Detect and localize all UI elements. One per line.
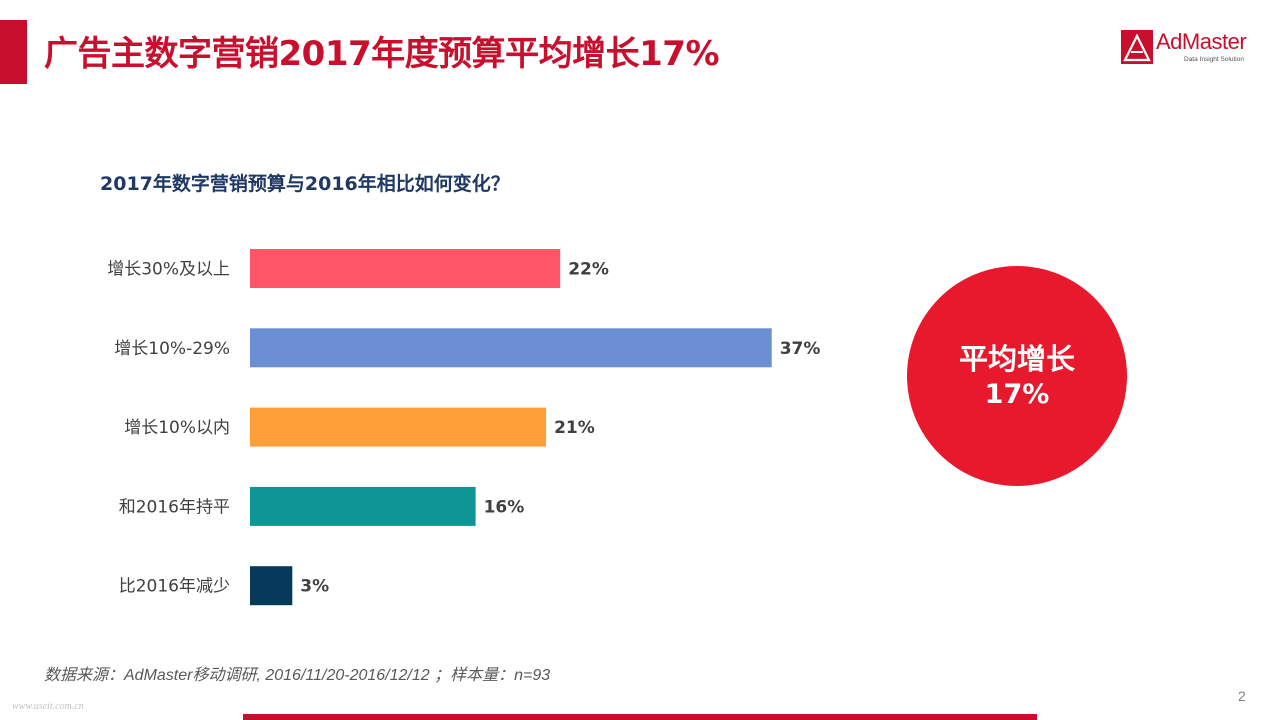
category-label-2: 增长10%-29% — [114, 339, 230, 359]
page-number: 2 — [1238, 688, 1246, 704]
bar-2 — [250, 328, 772, 368]
slide-title: 广告主数字营销2017年度预算平均增长17% — [44, 34, 720, 74]
bar-3 — [250, 407, 547, 447]
watermark: www.useit.com.cn — [12, 701, 84, 712]
admaster-logo-icon — [1121, 30, 1153, 64]
value-label-2: 37% — [780, 339, 821, 359]
bar-5 — [250, 566, 293, 606]
value-label-5: 3% — [300, 577, 329, 597]
category-label-4: 和2016年持平 — [119, 497, 230, 517]
footer-accent-bar — [243, 714, 1037, 720]
callout-value: 17% — [984, 379, 1050, 410]
callout-label: 平均增长 — [958, 342, 1075, 376]
category-label-1: 增长30%及以上 — [107, 260, 230, 280]
data-source-note: 数据来源：AdMaster移动调研, 2016/11/20-2016/12/12… — [44, 667, 551, 684]
value-label-1: 22% — [568, 260, 609, 280]
logo-tagline: Data Insight Solution — [1184, 56, 1244, 63]
bar-1 — [250, 249, 561, 288]
bar-4 — [250, 486, 476, 526]
admaster-logo: AdMaster Data Insight Solution — [1121, 29, 1251, 66]
logo-wordmark: AdMaster — [1156, 29, 1247, 54]
chart-title: 2017年数字营销预算与2016年相比如何变化？ — [100, 173, 510, 195]
category-label-5: 比2016年减少 — [119, 577, 230, 597]
value-label-4: 16% — [484, 497, 525, 517]
category-label-3: 增长10%以内 — [124, 418, 230, 438]
average-growth-callout: 平均增长 17% — [907, 266, 1127, 486]
title-accent-bar — [0, 20, 27, 84]
value-label-3: 21% — [554, 418, 595, 438]
